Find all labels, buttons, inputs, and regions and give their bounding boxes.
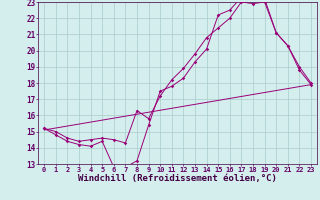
X-axis label: Windchill (Refroidissement éolien,°C): Windchill (Refroidissement éolien,°C) xyxy=(78,174,277,183)
